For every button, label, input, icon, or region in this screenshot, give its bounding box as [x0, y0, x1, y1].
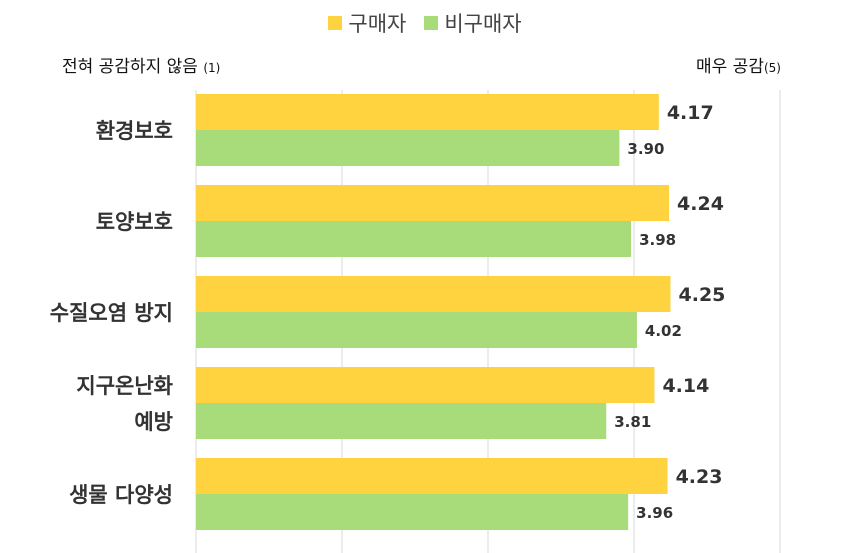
scale-right-anchor-number: (5) — [763, 61, 781, 75]
legend-item-buyer: 구매자 — [328, 8, 406, 38]
bar-buyer — [196, 94, 659, 130]
scale-left-anchor-number: (1) — [203, 61, 221, 75]
value-label-buyer: 4.23 — [676, 466, 723, 488]
legend-label-buyer: 구매자 — [348, 12, 407, 36]
bar-buyer — [196, 367, 655, 403]
bar-buyer — [196, 458, 668, 494]
bar-buyer — [196, 276, 671, 312]
legend-item-nonbuyer: 비구매자 — [424, 8, 522, 38]
scale-left-anchor: 전혀 공감하지 않음 (1) — [62, 52, 220, 77]
category-label: 토양보호 — [96, 210, 173, 234]
category-label: 수질오염 방지 — [50, 301, 173, 325]
category-label: 생물 다양성 — [69, 483, 173, 507]
value-label-buyer: 4.14 — [662, 375, 709, 397]
category-label: 예방 — [134, 410, 173, 434]
bar-nonbuyer — [196, 494, 629, 530]
bar-nonbuyer — [196, 221, 632, 257]
legend: 구매자 비구매자 — [0, 8, 850, 38]
value-label-nonbuyer: 4.02 — [645, 322, 682, 340]
category-label: 환경보호 — [96, 119, 173, 143]
bar-nonbuyer — [196, 130, 620, 166]
value-label-nonbuyer: 3.98 — [639, 231, 676, 249]
value-label-buyer: 4.25 — [679, 284, 726, 306]
bar-nonbuyer — [196, 403, 607, 439]
value-label-nonbuyer: 3.90 — [627, 140, 664, 158]
value-label-nonbuyer: 3.81 — [614, 413, 651, 431]
value-label-buyer: 4.17 — [667, 102, 714, 124]
scale-right-anchor: 매우 공감(5) — [696, 52, 781, 77]
bar-nonbuyer — [196, 312, 637, 348]
value-label-buyer: 4.24 — [677, 193, 724, 215]
legend-swatch-buyer — [328, 16, 343, 30]
value-label-nonbuyer: 3.96 — [636, 504, 673, 522]
category-label: 지구온난화 — [76, 374, 173, 398]
legend-swatch-nonbuyer — [424, 16, 439, 30]
scale-left-anchor-text: 전혀 공감하지 않음 — [62, 57, 198, 77]
bar-buyer — [196, 185, 670, 221]
scale-right-anchor-text: 매우 공감 — [696, 57, 764, 77]
legend-label-nonbuyer: 비구매자 — [444, 12, 522, 36]
